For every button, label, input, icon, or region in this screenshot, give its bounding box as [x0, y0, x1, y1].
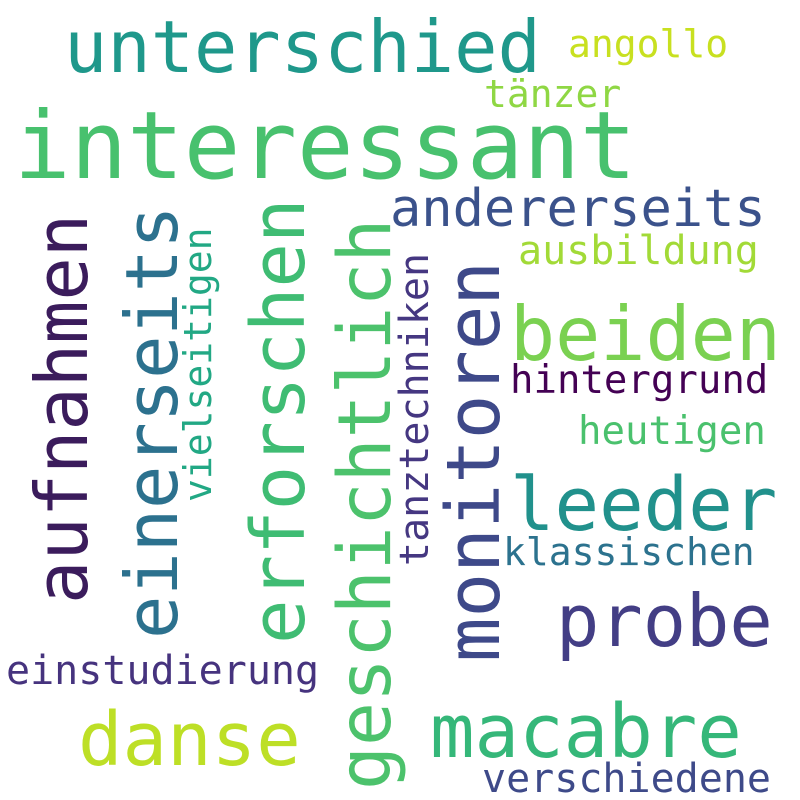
word-ausbildung: ausbildung	[518, 228, 759, 274]
word-unterschied: unterschied	[64, 5, 541, 89]
word-heutigen: heutigen	[578, 409, 766, 454]
word-hintergrund: hintergrund	[510, 358, 768, 403]
word-probe: probe	[556, 579, 773, 663]
word-monitoren: monitoren	[431, 261, 517, 662]
word-danse: danse	[78, 697, 301, 783]
word-klassischen: klassischen	[503, 530, 755, 574]
word-vielseitigen: vielseitigen	[176, 227, 220, 502]
word-taenzer: tänzer	[484, 72, 621, 116]
word-erforschen: erforschen	[236, 198, 322, 644]
word-verschiedene: verschiedene	[482, 756, 771, 800]
word-einstudierung: einstudierung	[6, 648, 319, 694]
word-aufnahmen: aufnahmen	[20, 214, 104, 604]
word-angollo: angollo	[568, 22, 728, 66]
